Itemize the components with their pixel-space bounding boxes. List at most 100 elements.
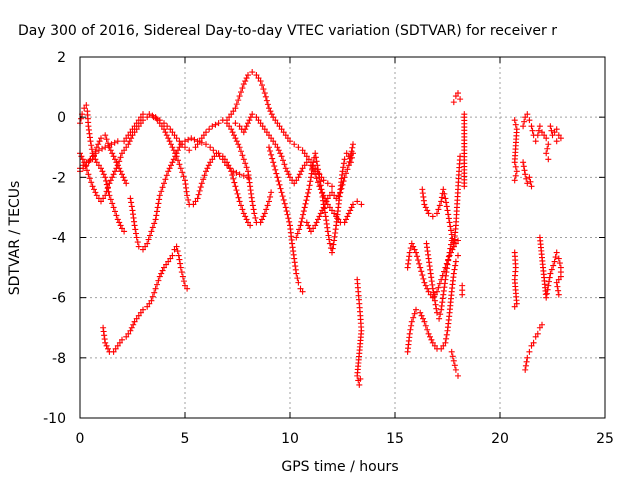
data-point: [429, 339, 436, 346]
data-point: [92, 189, 99, 196]
data-point: [91, 186, 97, 193]
data-point: [203, 129, 209, 136]
data-point: [123, 144, 130, 151]
data-point: [429, 294, 436, 301]
data-point: [324, 180, 331, 187]
data-point: [301, 204, 308, 211]
data-point: [414, 253, 421, 260]
data-point: [354, 198, 361, 205]
data-point: [296, 226, 303, 233]
data-point: [173, 135, 180, 142]
data-point: [273, 170, 280, 177]
data-point: [147, 232, 153, 239]
data-point: [144, 240, 151, 247]
data-point: [144, 303, 151, 310]
data-point: [257, 78, 264, 85]
data-point: [131, 318, 138, 325]
data-point: [305, 156, 312, 163]
data-point: [95, 141, 102, 148]
data-point: [418, 312, 425, 319]
data-point: [272, 141, 279, 148]
data-point: [303, 197, 310, 204]
data-point: [408, 318, 415, 325]
data-point: [303, 159, 310, 166]
data-point: [425, 288, 432, 295]
data-point: [242, 126, 249, 133]
data-point: [422, 282, 429, 289]
data-point: [233, 187, 240, 194]
data-point: [310, 159, 317, 166]
data-point: [275, 147, 282, 154]
data-point: [557, 273, 564, 280]
data-point: [291, 141, 298, 148]
data-point: [88, 179, 95, 186]
data-point: [320, 204, 327, 211]
data-point: [302, 200, 309, 207]
data-point: [216, 153, 223, 160]
data-point: [417, 264, 424, 271]
y-tick-label: 0: [57, 110, 66, 126]
data-point: [315, 216, 321, 223]
data-point: [269, 155, 276, 162]
data-point: [264, 202, 271, 209]
data-point: [194, 141, 201, 148]
data-point: [435, 284, 442, 291]
data-point: [316, 183, 323, 190]
y-tick-label: -10: [43, 411, 66, 427]
data-point: [247, 114, 254, 121]
data-point: [121, 147, 128, 154]
data-point: [243, 123, 250, 130]
data-point: [445, 253, 452, 260]
y-axis-label: SDTVAR / TECUs: [7, 181, 23, 296]
data-point: [316, 213, 323, 220]
data-point: [175, 147, 181, 154]
data-point: [528, 183, 535, 190]
data-point: [154, 204, 161, 211]
data-point: [182, 138, 188, 145]
data-point: [232, 105, 239, 112]
data-point: [149, 224, 156, 231]
data-point: [155, 277, 162, 284]
data-point: [436, 202, 443, 209]
data-point: [445, 211, 452, 218]
data-point: [242, 78, 249, 85]
data-point: [125, 132, 132, 139]
data-point: [159, 267, 166, 274]
data-point: [448, 348, 455, 355]
data-point: [305, 189, 312, 196]
data-point: [282, 165, 289, 172]
data-point: [266, 144, 272, 151]
data-point: [171, 132, 178, 139]
data-point: [285, 215, 292, 222]
data-point: [95, 162, 102, 169]
data-point: [307, 178, 314, 185]
x-tick-label: 25: [596, 431, 614, 447]
data-point: [270, 114, 277, 121]
data-point: [163, 172, 170, 179]
data-point: [315, 166, 321, 173]
data-point: [116, 158, 123, 165]
data-point: [146, 300, 153, 307]
data-point: [263, 206, 270, 213]
data-point: [450, 99, 457, 106]
data-point: [443, 203, 450, 210]
data-point: [230, 168, 237, 175]
data-point: [239, 152, 246, 159]
data-point: [524, 111, 531, 118]
data-point: [109, 200, 116, 207]
data-point: [450, 357, 457, 364]
data-point: [161, 264, 167, 271]
data-point: [274, 144, 281, 151]
data-point: [275, 178, 282, 185]
data-point: [103, 342, 110, 349]
data-point: [310, 225, 317, 232]
data-point: [266, 105, 272, 112]
data-point: [134, 239, 141, 246]
grid-lines: [80, 57, 605, 418]
data-point: [284, 211, 291, 218]
data-point: [421, 279, 428, 286]
data-point: [180, 278, 187, 285]
data-point: [135, 117, 142, 124]
data-point: [80, 165, 87, 172]
data-point: [457, 96, 464, 103]
